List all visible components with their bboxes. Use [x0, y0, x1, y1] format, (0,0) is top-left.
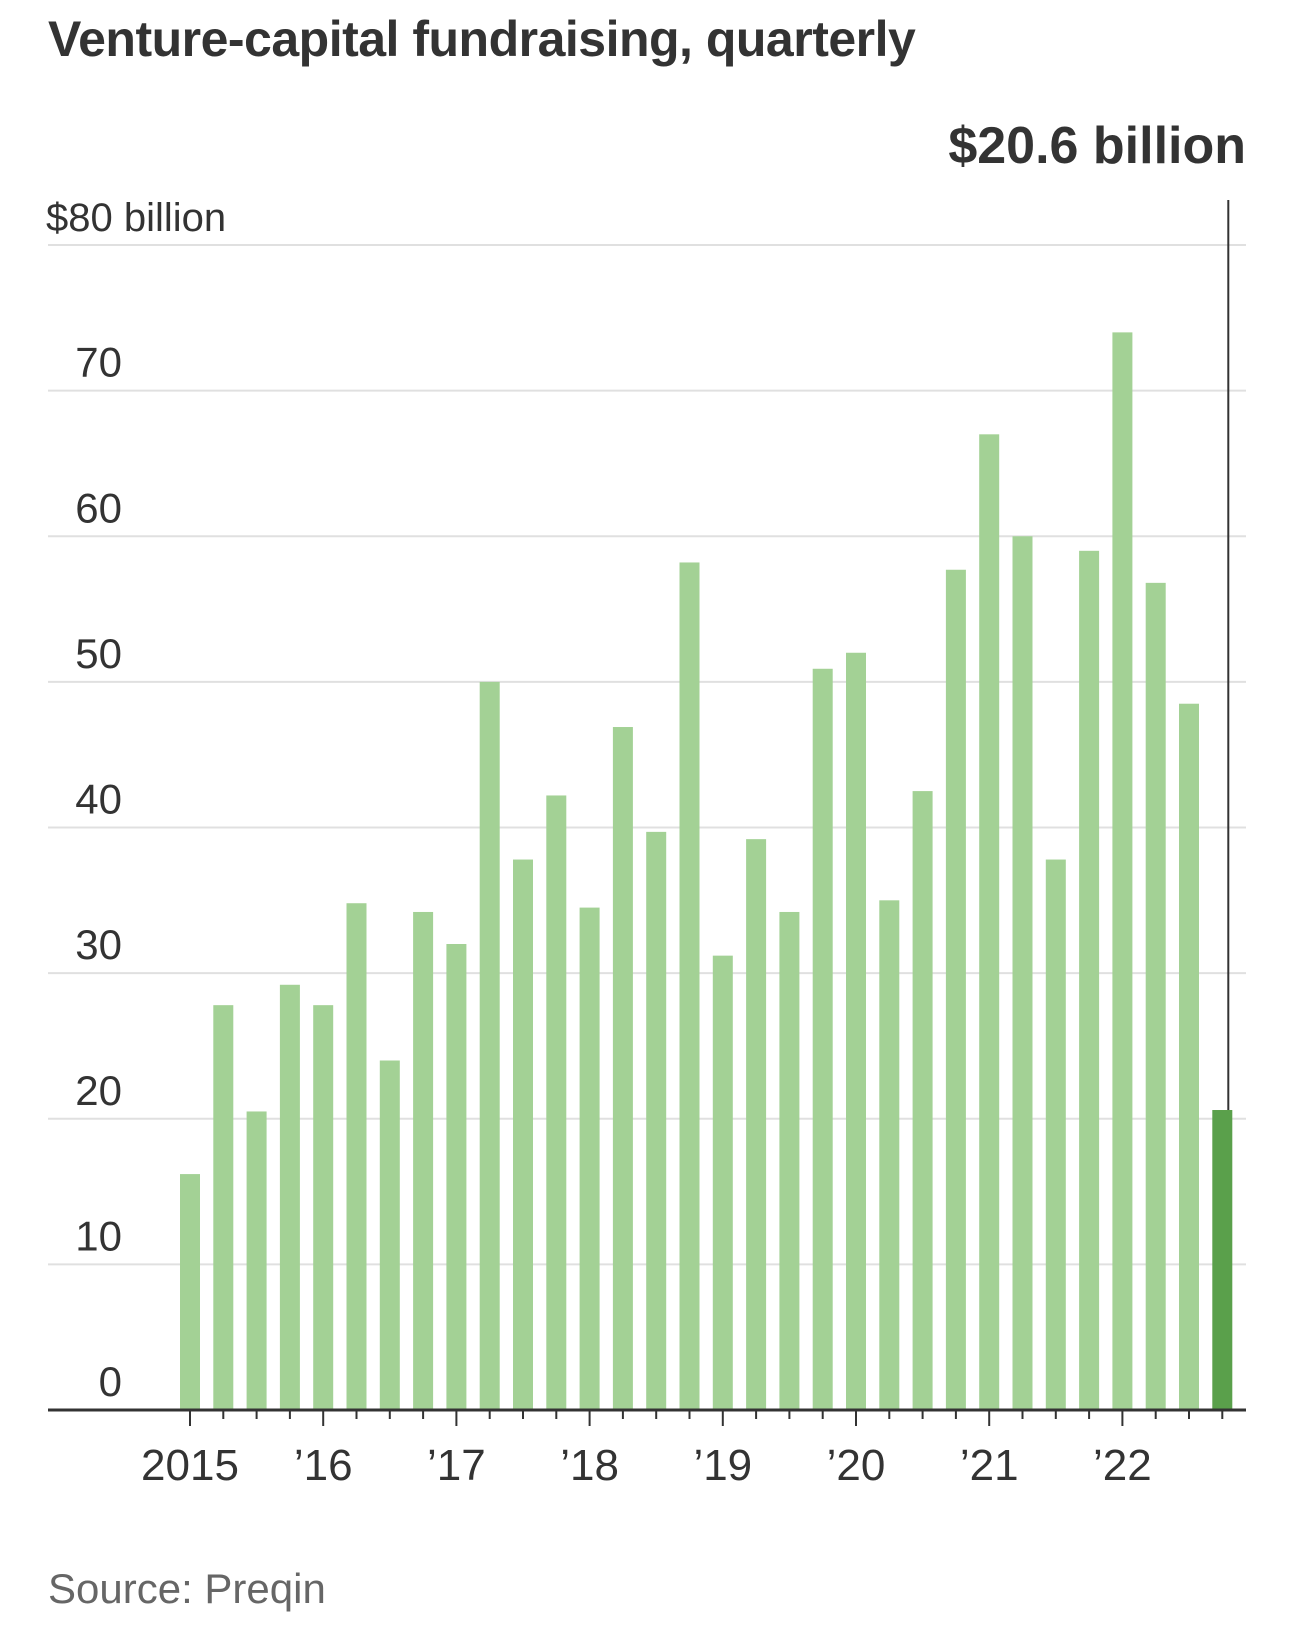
bar-2020-q4	[945, 569, 966, 1410]
bar-chart: 0 10 20 30 40 50 60 70 $80 billion 2015 ’16 ’17 ’18…	[46, 117, 1246, 1490]
bar-2016-q1	[313, 1005, 334, 1410]
bar-2018-q3	[646, 831, 667, 1410]
y-tick-label: 40	[75, 776, 122, 823]
bar-2021-q3	[1045, 859, 1066, 1410]
bar-2018-q1	[579, 907, 600, 1410]
bar-2021-q1	[979, 434, 1000, 1410]
bar-2017-q3	[513, 859, 533, 1410]
chart-title: Venture-capital fundraising, quarterly	[48, 11, 916, 67]
bar-2019-q1	[712, 955, 733, 1410]
bar-2015-q3	[246, 1111, 267, 1410]
annotation: $20.6 billion	[948, 117, 1246, 1111]
bar-2019-q4	[812, 668, 833, 1410]
bar-2020-q3	[912, 791, 933, 1410]
bar-2019-q3	[779, 911, 800, 1410]
bar-2016-q2	[346, 903, 367, 1410]
x-tick-label: ’16	[294, 1441, 353, 1490]
bar-2022-q1	[1112, 332, 1133, 1410]
source-note: Source: Preqin	[48, 1565, 326, 1612]
bar-2016-q4	[413, 911, 434, 1410]
x-axis	[48, 1408, 1246, 1426]
bar-2021-q2	[1012, 536, 1033, 1410]
bar-2017-q1	[446, 944, 467, 1410]
x-tick-label: 2015	[141, 1441, 239, 1490]
bar-2021-q4	[1079, 550, 1100, 1410]
bar-2018-q2	[612, 727, 633, 1410]
bar-2017-q2	[479, 681, 500, 1410]
x-tick-label: ’21	[960, 1441, 1019, 1490]
x-tick-label: ’19	[693, 1441, 752, 1490]
bar-2022-q2	[1145, 582, 1166, 1410]
x-tick-label: ’17	[427, 1441, 486, 1490]
x-tick-label: ’20	[827, 1441, 886, 1490]
bar-2020-q1	[846, 652, 866, 1410]
bar-2015-q4	[279, 984, 300, 1410]
bar-2018-q4	[679, 562, 700, 1410]
x-tick-label: ’22	[1093, 1441, 1152, 1490]
y-tick-label: 60	[75, 484, 122, 531]
y-tick-label: 30	[75, 921, 122, 968]
y-tick-label: $80 billion	[46, 196, 226, 240]
bar-2015-q2	[213, 1005, 234, 1410]
annotation-label: $20.6 billion	[948, 117, 1246, 175]
y-tick-label: 70	[75, 339, 122, 386]
bar-2020-q2	[879, 900, 900, 1410]
y-tick-label: 20	[75, 1067, 122, 1114]
bar-2016-q3	[379, 1060, 400, 1410]
bar-2022-q3	[1179, 703, 1199, 1410]
x-axis-labels: 2015 ’16 ’17 ’18 ’19 ’20 ’21 ’22	[141, 1441, 1152, 1490]
y-tick-label: 50	[75, 630, 122, 677]
y-tick-label: 10	[75, 1212, 122, 1259]
bar-2017-q4	[546, 795, 567, 1410]
bar-2015-q1	[180, 1174, 200, 1410]
x-tick-label: ’18	[560, 1441, 619, 1490]
bar-2022-q4	[1212, 1110, 1233, 1410]
y-axis-labels: 0 10 20 30 40 50 60 70 $80 billion	[46, 196, 226, 1405]
y-tick-label: 0	[99, 1358, 122, 1405]
bars	[180, 332, 1233, 1410]
bar-2019-q2	[746, 839, 767, 1410]
